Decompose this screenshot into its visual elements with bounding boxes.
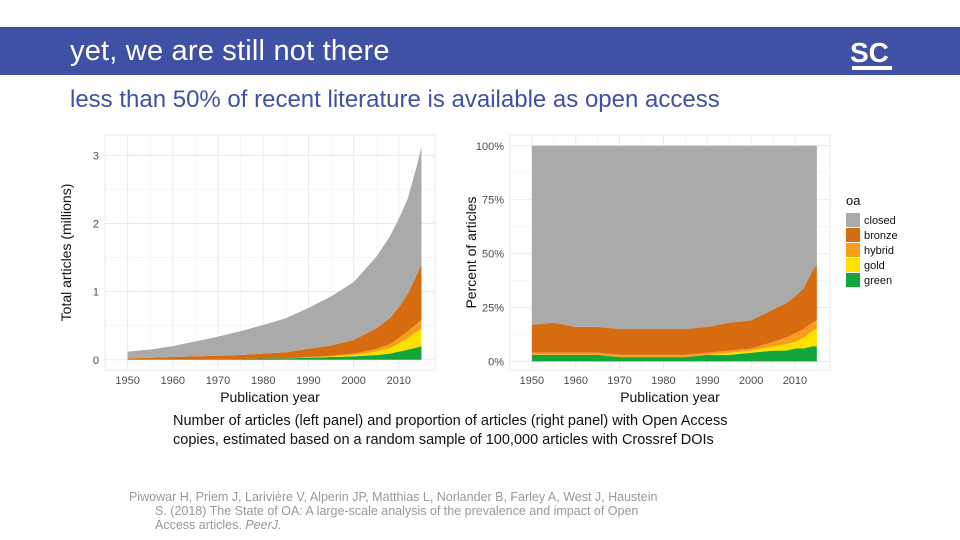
area-bronze <box>531 264 817 355</box>
x-tick-label: 2010 <box>387 375 411 387</box>
citation-line-3-text: Access articles. <box>155 518 246 532</box>
y-tick-label: 25% <box>482 302 504 314</box>
legend-swatch-gold <box>846 258 860 272</box>
x-tick-label: 2000 <box>341 375 365 387</box>
y-axis-label: Total articles (millions) <box>60 184 74 322</box>
y-tick-label: 2 <box>93 219 99 231</box>
x-axis-label: Publication year <box>620 389 720 405</box>
logo-underline <box>852 66 892 70</box>
legend-label-gold: gold <box>864 260 885 272</box>
x-tick-label: 1950 <box>520 375 544 387</box>
slide-subtitle: less than 50% of recent literature is av… <box>70 86 720 113</box>
x-tick-label: 1960 <box>564 375 588 387</box>
x-tick-label: 2000 <box>739 375 763 387</box>
x-tick-label: 1970 <box>607 375 631 387</box>
citation-journal: PeerJ. <box>245 518 282 532</box>
citation-line-3: Access articles. PeerJ. <box>129 518 749 532</box>
y-tick-label: 0 <box>93 355 99 367</box>
x-tick-label: 1980 <box>651 375 675 387</box>
y-tick-label: 0% <box>488 356 504 368</box>
y-tick-label: 100% <box>476 141 504 153</box>
y-tick-label: 75% <box>482 195 504 207</box>
y-tick-label: 50% <box>482 249 504 261</box>
y-tick-label: 1 <box>93 287 99 299</box>
x-axis-label: Publication year <box>220 389 320 405</box>
citation-line-1: Piwowar H, Priem J, Larivière V, Alperin… <box>129 490 658 504</box>
area-green <box>127 346 422 360</box>
legend-swatch-bronze <box>846 228 860 242</box>
x-tick-label: 1990 <box>695 375 719 387</box>
legend-label-closed: closed <box>864 215 896 227</box>
area-closed <box>127 146 422 359</box>
legend-swatch-green <box>846 273 860 287</box>
legend-swatch-closed <box>846 213 860 227</box>
slide-title: yet, we are still not there <box>70 35 390 67</box>
y-tick-label: 3 <box>93 150 99 162</box>
legend-label-hybrid: hybrid <box>864 245 894 257</box>
percent-articles-chart: 1950 1960 1970 1980 1990 2000 2010 0% 25% 50% 75% 1… <box>463 134 898 405</box>
area-hybrid <box>531 320 817 358</box>
figure-caption: Number of articles (left panel) and prop… <box>173 413 728 448</box>
x-tick-label: 1990 <box>296 375 320 387</box>
x-tick-label: 1960 <box>161 375 185 387</box>
sc-logo-icon: SC <box>850 37 892 70</box>
legend-swatch-hybrid <box>846 243 860 257</box>
legend-label-green: green <box>864 275 892 287</box>
x-tick-label: 1950 <box>115 375 139 387</box>
total-articles-chart: 1950 1960 1970 1980 1990 2000 2010 0 1 2 3 Publicat… <box>60 134 436 405</box>
area-green <box>531 346 817 362</box>
area-closed <box>531 145 817 330</box>
legend-title: oa <box>846 193 861 208</box>
x-tick-label: 1980 <box>251 375 275 387</box>
x-tick-label: 2010 <box>783 375 807 387</box>
y-axis-label: Percent of articles <box>463 196 479 308</box>
legend-label-bronze: bronze <box>864 230 898 242</box>
citation: Piwowar H, Priem J, Larivière V, Alperin… <box>129 490 749 532</box>
citation-line-2: S. (2018) The State of OA: A large-scale… <box>155 504 639 518</box>
logo-text: SC <box>850 37 889 68</box>
header-bar: yet, we are still not there SC <box>0 27 960 75</box>
x-tick-label: 1970 <box>206 375 230 387</box>
